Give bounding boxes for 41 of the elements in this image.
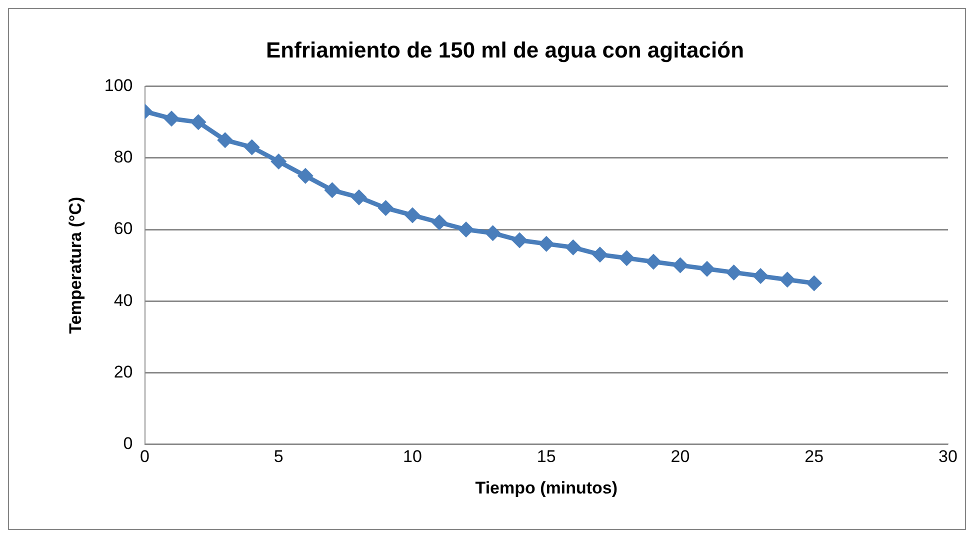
point xyxy=(190,114,206,130)
chart-title: Enfriamiento de 150 ml de agua con agitación xyxy=(266,37,744,62)
point xyxy=(350,189,367,206)
point xyxy=(618,250,635,266)
point xyxy=(404,207,421,224)
y-tick-label: 0 xyxy=(123,434,133,453)
point xyxy=(217,132,234,148)
point xyxy=(726,264,742,280)
x-axis-title: Tiempo (minutos) xyxy=(475,478,618,498)
point xyxy=(458,222,474,238)
point xyxy=(779,272,796,288)
point xyxy=(431,214,448,230)
point xyxy=(512,232,528,248)
point xyxy=(752,268,769,284)
x-tick-label: 10 xyxy=(403,447,422,466)
x-tick-label: 15 xyxy=(536,447,556,466)
x-tick-label: 20 xyxy=(670,447,690,466)
point xyxy=(378,200,394,216)
point xyxy=(484,225,501,242)
point xyxy=(672,257,688,274)
point xyxy=(565,239,582,256)
point xyxy=(297,168,314,184)
point xyxy=(699,260,716,277)
x-tick-label: 0 xyxy=(140,447,150,466)
point xyxy=(324,182,340,198)
y-tick-label: 60 xyxy=(114,219,133,238)
point xyxy=(592,246,608,263)
x-tick-label: 30 xyxy=(938,447,958,466)
x-tick-label: 5 xyxy=(274,447,284,466)
y-tick-label: 80 xyxy=(114,148,133,167)
y-tick-label: 40 xyxy=(114,290,133,310)
y-tick-label: 100 xyxy=(104,76,133,96)
x-tick-label: 25 xyxy=(804,447,824,466)
point xyxy=(164,110,180,127)
y-tick-label: 20 xyxy=(114,362,133,382)
point xyxy=(270,154,287,170)
point xyxy=(645,254,662,270)
point xyxy=(806,275,822,292)
point xyxy=(244,139,260,156)
point xyxy=(538,236,554,252)
y-axis-title: Temperatura (°C) xyxy=(66,196,85,334)
